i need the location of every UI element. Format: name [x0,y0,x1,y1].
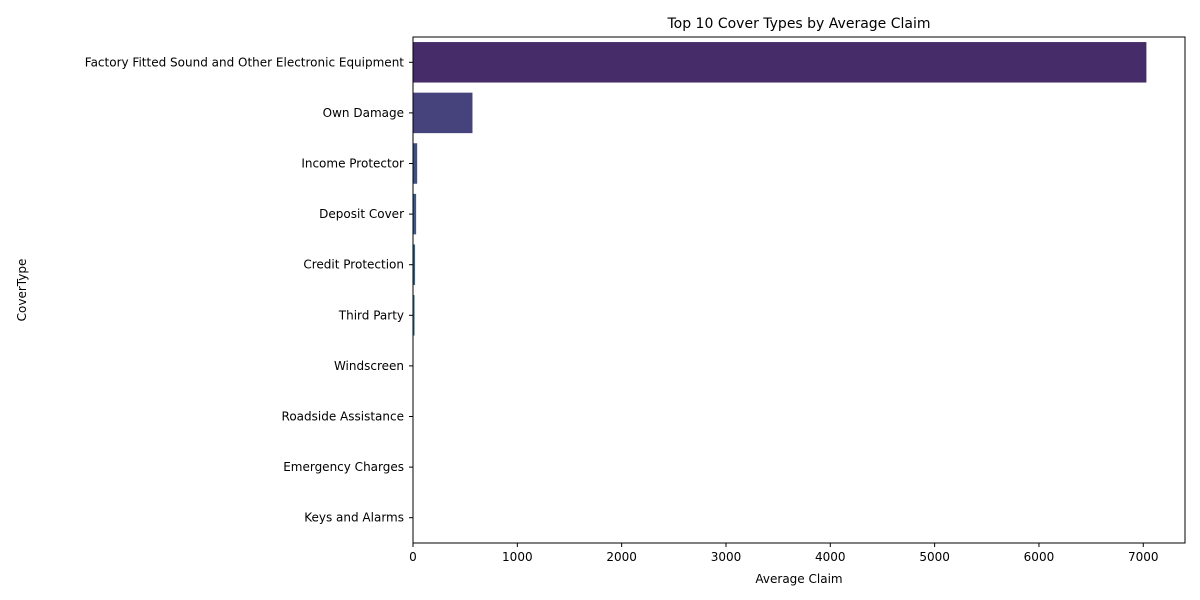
bar-0 [413,42,1147,83]
y-category-label: Factory Fitted Sound and Other Electroni… [85,55,405,69]
y-axis-title: CoverType [15,259,29,322]
bars-layer [413,42,1147,538]
y-categories-layer: Factory Fitted Sound and Other Electroni… [85,55,413,525]
bar-2 [413,143,418,184]
y-category-label: Credit Protection [303,258,404,272]
x-tick-label: 0 [409,550,417,564]
y-category-label: Keys and Alarms [304,511,404,525]
y-category-label: Own Damage [323,106,404,120]
x-tick-label: 6000 [1024,550,1055,564]
bar-4 [413,244,416,285]
plot-frame [412,36,1186,544]
x-tick-label: 2000 [606,550,637,564]
x-tick-label: 1000 [502,550,533,564]
y-category-label: Deposit Cover [319,207,404,221]
y-category-label: Windscreen [334,359,404,373]
bar-1 [413,92,473,134]
x-axis-title: Average Claim [755,572,842,586]
y-category-label: Third Party [338,308,404,322]
y-category-label: Income Protector [301,157,404,171]
y-category-label: Emergency Charges [283,460,404,474]
bar-3 [413,193,417,235]
x-tick-label: 7000 [1128,550,1159,564]
x-ticks-layer: 0 1000 2000 3000 4000 5000 6000 7000 [409,543,1159,564]
x-tick-label: 5000 [919,550,950,564]
y-category-label: Roadside Assistance [282,410,404,424]
x-tick-label: 3000 [711,550,742,564]
bar-5 [413,295,415,336]
x-tick-label: 4000 [815,550,846,564]
chart-title: Top 10 Cover Types by Average Claim [666,16,930,32]
axes-layer [412,36,1186,544]
